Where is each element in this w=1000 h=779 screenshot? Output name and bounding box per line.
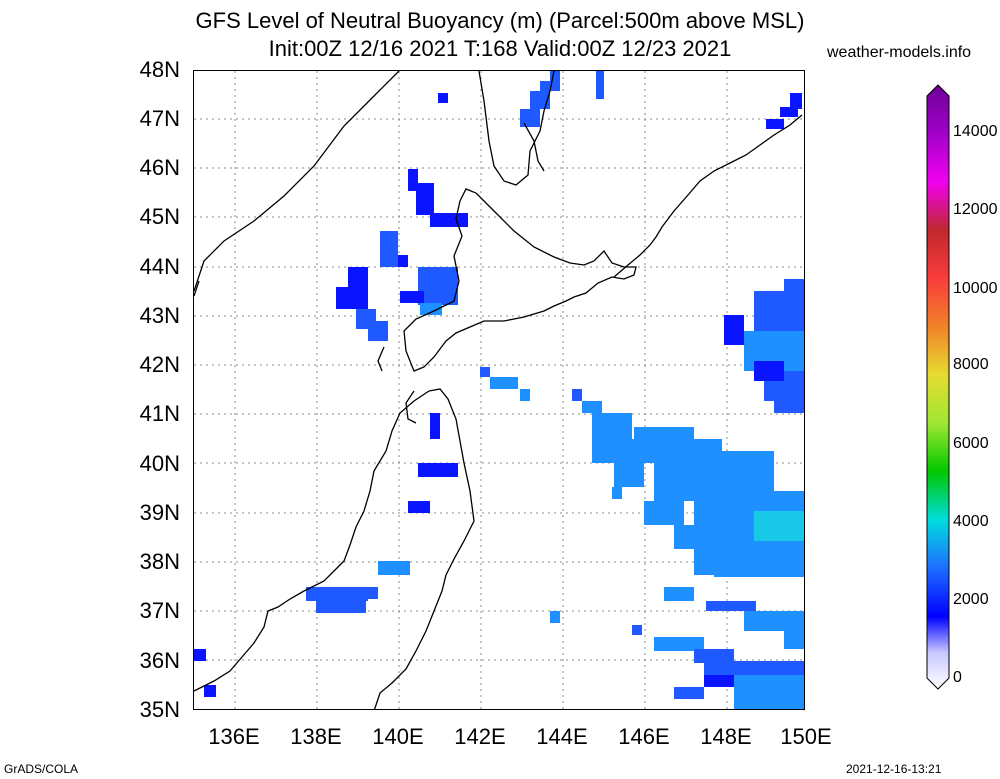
graticule bbox=[194, 71, 804, 709]
lat-label-39n: 39N bbox=[139, 500, 180, 525]
lat-label-48n: 48N bbox=[139, 57, 180, 82]
buoyancy-field bbox=[194, 71, 804, 709]
coastlines bbox=[194, 71, 803, 709]
lat-label-44n: 44N bbox=[139, 254, 180, 279]
site-credit: weather-models.info bbox=[827, 44, 972, 61]
lat-label-35n: 35N bbox=[139, 697, 180, 722]
lat-label-36n: 36N bbox=[139, 648, 180, 673]
colorbar-label-10000: 10000 bbox=[953, 280, 998, 297]
map-title-line2: Init:00Z 12/16 2021 T:168 Valid:00Z 12/2… bbox=[268, 36, 732, 61]
map-plot-area bbox=[193, 70, 805, 710]
lon-label-138e: 138E bbox=[290, 724, 342, 749]
colorbar bbox=[926, 84, 950, 690]
lat-label-45n: 45N bbox=[139, 204, 180, 229]
map-title-line1: GFS Level of Neutral Buoyancy (m) (Parce… bbox=[195, 8, 805, 33]
lat-label-43n: 43N bbox=[139, 303, 180, 328]
lon-label-136e: 136E bbox=[208, 724, 260, 749]
lat-label-42n: 42N bbox=[139, 352, 180, 377]
colorbar-label-2000: 2000 bbox=[953, 591, 989, 608]
lat-label-46n: 46N bbox=[139, 155, 180, 180]
map-svg bbox=[194, 71, 804, 709]
lon-label-148e: 148E bbox=[700, 724, 752, 749]
lon-label-146e: 146E bbox=[618, 724, 670, 749]
colorbar-label-8000: 8000 bbox=[953, 356, 989, 373]
footer-software: GrADS/COLA bbox=[4, 762, 79, 776]
lon-label-142e: 142E bbox=[454, 724, 506, 749]
lat-label-37n: 37N bbox=[139, 598, 180, 623]
lat-label-47n: 47N bbox=[139, 106, 180, 131]
lat-label-38n: 38N bbox=[139, 549, 180, 574]
lon-label-144e: 144E bbox=[536, 724, 588, 749]
colorbar-label-4000: 4000 bbox=[953, 513, 989, 530]
lon-label-140e: 140E bbox=[372, 724, 424, 749]
lat-label-40n: 40N bbox=[139, 451, 180, 476]
lat-label-41n: 41N bbox=[139, 401, 180, 426]
colorbar-label-12000: 12000 bbox=[953, 201, 998, 218]
colorbar-label-14000: 14000 bbox=[953, 123, 998, 140]
colorbar-label-0: 0 bbox=[953, 669, 962, 686]
footer-timestamp: 2021-12-16-13:21 bbox=[846, 762, 942, 776]
colorbar-label-6000: 6000 bbox=[953, 435, 989, 452]
lon-label-150e: 150E bbox=[780, 724, 832, 749]
